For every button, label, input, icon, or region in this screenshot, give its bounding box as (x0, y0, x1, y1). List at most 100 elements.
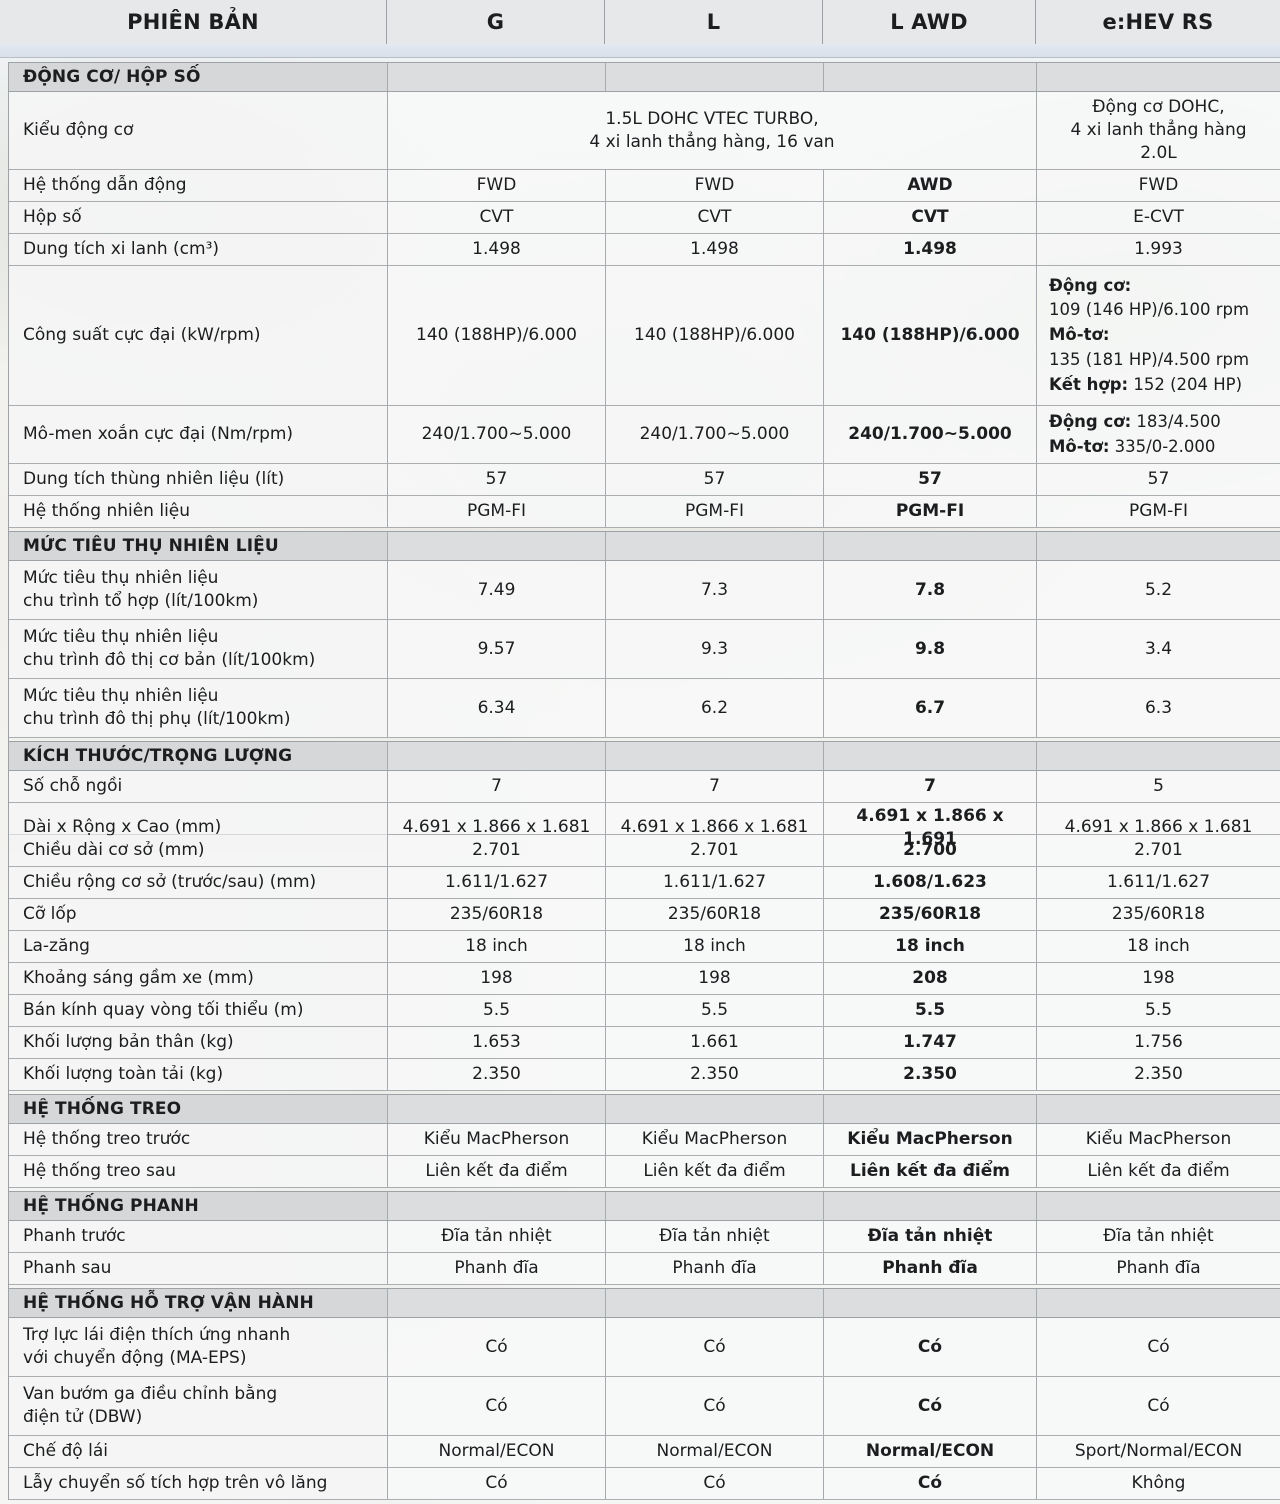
spec-value: Đĩa tản nhiệt (1103, 1226, 1214, 1247)
spec-value: 9.3 (606, 620, 824, 678)
spec-row: Mô-men xoắn cực đại (Nm/rpm) 240/1.700~5.… (9, 406, 1280, 464)
spec-value: Normal/ECON (824, 1436, 1037, 1467)
spec-label: Hệ thống dẫn động (9, 170, 388, 201)
section-empty-cell (824, 1289, 1037, 1317)
section-empty-cell (1037, 532, 1280, 560)
spec-value: 208 (824, 963, 1037, 994)
spec-value: 1.756 (1134, 1032, 1183, 1053)
section-empty-cell (1037, 63, 1280, 91)
spec-row: Phanh sau Phanh đĩa Phanh đĩa Phanh đĩa Phan… (9, 1253, 1280, 1285)
spec-row: Hệ thống nhiên liệu PGM-FI PGM-FI PGM-FI PGM… (9, 496, 1280, 528)
spec-row: Số chỗ ngồi 7 7 7 5 (9, 771, 1280, 803)
spec-label: Chiều dài cơ sở (mm) (9, 835, 388, 866)
spec-value: 5 (1153, 776, 1164, 797)
spec-value: Có (388, 1377, 606, 1435)
spec-row: Cỡ lốp 235/60R18 235/60R18 235/60R18 235/60R… (9, 899, 1280, 931)
spec-value: Liên kết đa điểm (606, 1156, 824, 1187)
spec-label: Mức tiêu thụ nhiên liệu chu trình đô thị… (9, 679, 388, 737)
spec-value: 2.700 (824, 835, 1037, 866)
spec-value: 57 (1147, 469, 1170, 490)
spec-row: Mức tiêu thụ nhiên liệu chu trình tổ hợp… (9, 561, 1280, 620)
spec-value: Có (388, 1468, 606, 1499)
spec-label: Hệ thống nhiên liệu (9, 496, 388, 527)
spec-value: Có (824, 1318, 1037, 1376)
header-variant-l: L (605, 0, 823, 44)
spec-value: 2.350 (606, 1059, 824, 1090)
spec-value: 1.608/1.623 (824, 867, 1037, 898)
spec-value: 240/1.700~5.000 (606, 406, 824, 463)
spec-label: Kiểu động cơ (9, 92, 388, 169)
spec-value: Có (824, 1468, 1037, 1499)
spec-value: AWD (824, 170, 1037, 201)
spec-value: 2.701 (388, 835, 606, 866)
header-variant-g: G (387, 0, 605, 44)
spec-value-line: Mô-tơ: (1049, 325, 1110, 345)
spec-value: 198 (1142, 968, 1175, 989)
spec-row: Khối lượng bản thân (kg) 1.653 1.661 1.747 1… (9, 1027, 1280, 1059)
spec-value: Phanh đĩa (1116, 1258, 1201, 1279)
spec-label: Hệ thống treo trước (9, 1124, 388, 1155)
spec-row: Hộp số CVT CVT CVT E-CVT (9, 202, 1280, 234)
section-empty-cell (824, 742, 1037, 770)
spec-value: CVT (824, 202, 1037, 233)
section-empty-cell (1037, 1095, 1280, 1123)
spec-value: 2.350 (824, 1059, 1037, 1090)
spec-value: Phanh đĩa (388, 1253, 606, 1284)
spec-label: Dung tích thùng nhiên liệu (lít) (9, 464, 388, 495)
spec-value: 7.8 (824, 561, 1037, 619)
spec-value: 7.3 (606, 561, 824, 619)
spec-row: Chiều rộng cơ sở (trước/sau) (mm) 1.611/1… (9, 867, 1280, 899)
spec-value: Liên kết đa điểm (1087, 1161, 1230, 1182)
section-title: KÍCH THƯỚC/TRỌNG LƯỢNG (9, 742, 388, 770)
section-empty-cell (824, 532, 1037, 560)
spec-value: 240/1.700~5.000 (388, 406, 606, 463)
spec-label: Mô-men xoắn cực đại (Nm/rpm) (9, 406, 388, 463)
section-empty-cell (388, 532, 606, 560)
spec-value: 2.350 (1134, 1064, 1183, 1085)
section-empty-cell (388, 63, 606, 91)
spec-row: Mức tiêu thụ nhiên liệu chu trình đô thị… (9, 620, 1280, 679)
spec-value: 235/60R18 (606, 899, 824, 930)
spec-value: 2.701 (606, 835, 824, 866)
spec-value: 6.34 (388, 679, 606, 737)
section-title: HỆ THỐNG PHANH (9, 1192, 388, 1220)
spec-value: 9.57 (388, 620, 606, 678)
spec-label: Công suất cực đại (kW/rpm) (9, 266, 388, 405)
spec-label: La-zăng (9, 931, 388, 962)
spec-row: Trợ lực lái điện thích ứng nhanh với chu… (9, 1318, 1280, 1377)
section-empty-cell (606, 63, 824, 91)
spec-row: Van bướm ga điều chỉnh bằng điện tử (DBW… (9, 1377, 1280, 1436)
spec-value: 4.691 x 1.866 x 1.691 (824, 803, 1037, 853)
spec-label: Lẫy chuyển số tích hợp trên vô lăng (9, 1468, 388, 1499)
spec-value: Sport/Normal/ECON (1074, 1441, 1243, 1462)
spec-value: Đĩa tản nhiệt (824, 1221, 1037, 1252)
spec-label: Phanh sau (9, 1253, 388, 1284)
spec-value: 1.498 (388, 234, 606, 265)
section-empty-cell (1037, 1289, 1280, 1317)
section-empty-cell (1037, 1192, 1280, 1220)
spec-value: Có (1147, 1395, 1170, 1416)
spec-value: 1.661 (606, 1027, 824, 1058)
spec-row: Kiểu động cơ 1.5L DOHC VTEC TURBO, 4 xi l… (9, 92, 1280, 170)
spec-value: Có (606, 1468, 824, 1499)
spec-value: 2.350 (388, 1059, 606, 1090)
section-empty-cell (606, 1192, 824, 1220)
spec-value: PGM-FI (606, 496, 824, 527)
spec-value-line: Mô-tơ: 335/0-2.000 (1049, 436, 1216, 456)
spec-label: Cỡ lốp (9, 899, 388, 930)
spec-value: 1.611/1.627 (1106, 872, 1211, 893)
spec-value: 1.993 (1134, 239, 1183, 260)
header-variant-ehev-rs: e:HEV RS (1102, 10, 1214, 34)
spec-value: PGM-FI (824, 496, 1037, 527)
spec-label: Trợ lực lái điện thích ứng nhanh với chu… (9, 1318, 388, 1376)
section-header-row: KÍCH THƯỚC/TRỌNG LƯỢNG (9, 741, 1280, 771)
header-variant-l-awd: L AWD (823, 0, 1036, 44)
accent-strip (0, 44, 1280, 58)
spec-label: Khối lượng toàn tải (kg) (9, 1059, 388, 1090)
spec-value: 5.5 (606, 995, 824, 1026)
spec-value: 6.3 (1144, 697, 1173, 718)
spec-value: 57 (388, 464, 606, 495)
spec-value-line: 109 (146 HP)/6.100 rpm (1049, 300, 1250, 320)
spec-value: 18 inch (824, 931, 1037, 962)
spec-value: Có (824, 1377, 1037, 1435)
